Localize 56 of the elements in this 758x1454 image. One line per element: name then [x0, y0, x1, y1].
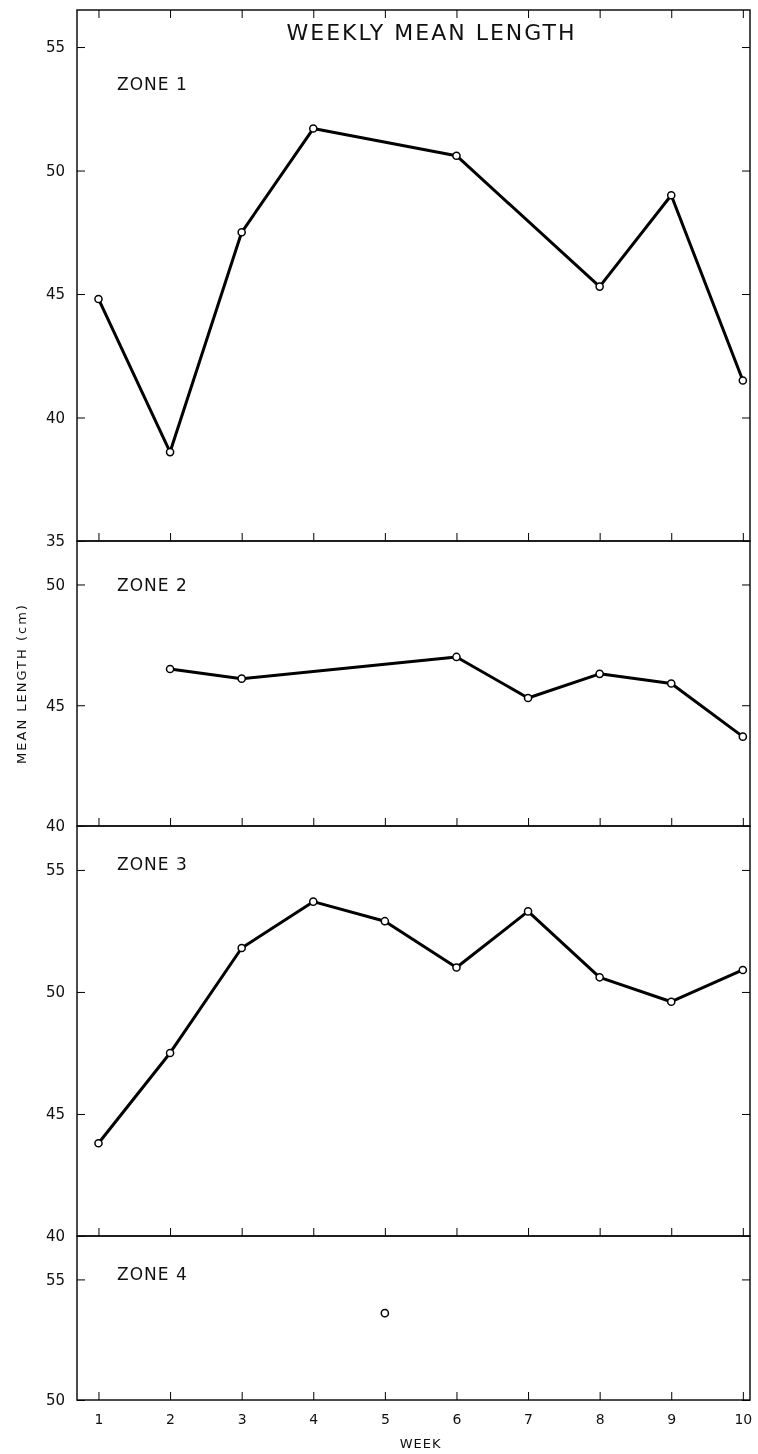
point — [380, 916, 390, 926]
annotation: ZONE 3 — [117, 854, 188, 874]
point — [165, 1048, 175, 1058]
point — [94, 1138, 103, 1148]
y-tick-label: 40 — [45, 817, 65, 836]
x-tick-label: 5 — [380, 1410, 390, 1427]
point — [595, 973, 604, 982]
y-tick-label: 45 — [45, 285, 65, 304]
y-tick-label: 45 — [45, 1105, 65, 1124]
point — [738, 965, 748, 975]
point — [237, 227, 246, 237]
point — [595, 282, 604, 291]
point — [738, 732, 748, 741]
point — [666, 679, 676, 688]
y-tick-label: 50 — [45, 575, 65, 594]
y-axis-title: MEAN LENGTH (cm) — [14, 603, 29, 764]
x-tick-label: 4 — [309, 1410, 319, 1427]
point — [308, 124, 318, 133]
y-tick-label: 40 — [45, 408, 65, 427]
y-tick-label: 55 — [45, 1270, 65, 1289]
x-tick-label: 7 — [524, 1410, 534, 1427]
point — [237, 674, 246, 683]
point — [523, 693, 533, 703]
point — [452, 151, 461, 161]
text: WEEKLY MEAN LENGTH — [286, 20, 577, 45]
point — [237, 943, 246, 953]
point — [94, 294, 103, 304]
x-tick-label: 3 — [237, 1410, 247, 1427]
point — [666, 997, 676, 1007]
annotation: ZONE 2 — [117, 575, 188, 595]
point — [523, 907, 533, 916]
y-tick-label: 55 — [45, 861, 65, 880]
x-tick-label: 8 — [595, 1410, 605, 1427]
point — [308, 897, 318, 906]
annotation: ZONE 1 — [117, 74, 188, 94]
x-tick-label: 1 — [94, 1410, 104, 1427]
x-tick-label: 10 — [734, 1410, 753, 1427]
x-tick-label: 2 — [166, 1410, 176, 1427]
point — [595, 669, 604, 679]
x-tick-label: 6 — [452, 1410, 462, 1427]
y-tick-label: 50 — [45, 1391, 65, 1410]
point — [666, 190, 676, 200]
y-tick-label: 35 — [45, 532, 65, 551]
point — [738, 376, 748, 385]
y-tick-label: 50 — [45, 983, 65, 1002]
y-tick-label: 40 — [45, 1227, 65, 1246]
point — [452, 652, 461, 662]
x-tick-label: 9 — [667, 1410, 677, 1427]
annotation: ZONE 4 — [117, 1264, 188, 1284]
y-tick-label: 50 — [45, 161, 65, 180]
point — [165, 447, 175, 457]
point — [452, 963, 461, 972]
point — [165, 664, 175, 674]
x-axis-title: WEEK — [399, 1436, 442, 1451]
y-tick-label: 45 — [45, 696, 65, 715]
y-tick-label: 55 — [45, 38, 65, 57]
